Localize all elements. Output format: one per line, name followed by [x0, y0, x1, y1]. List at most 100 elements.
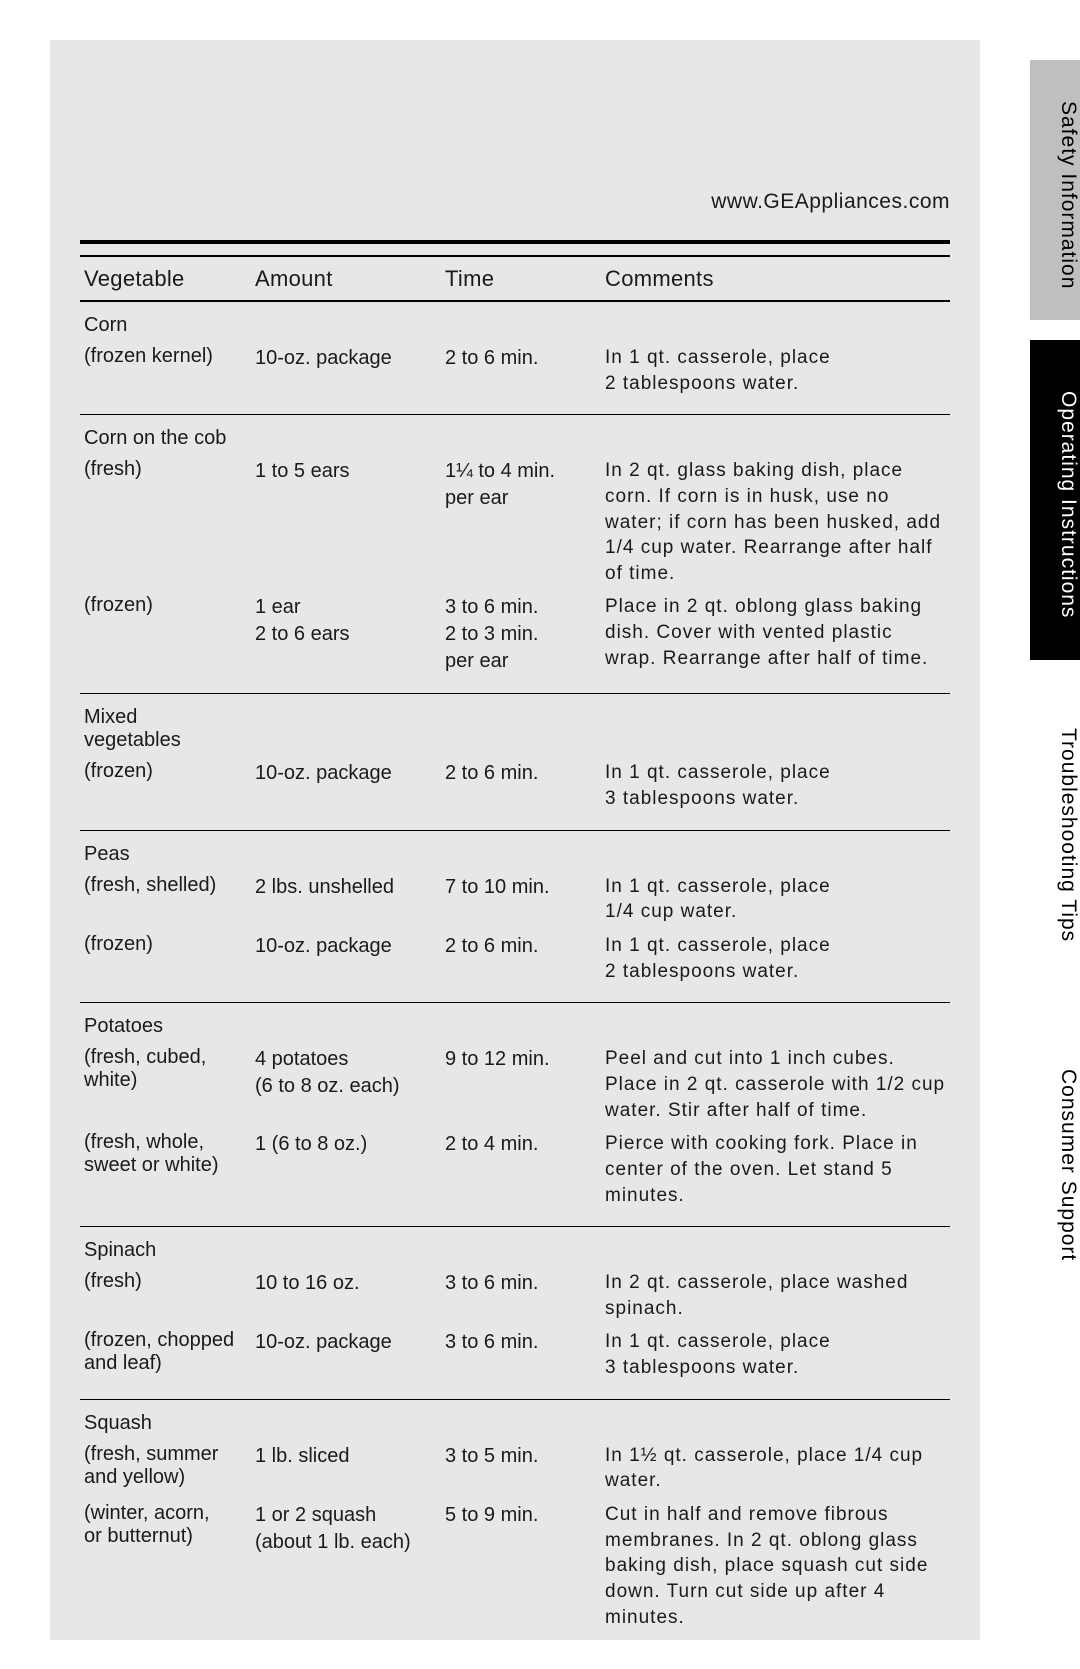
vegetable-name: Corn on the cob [80, 425, 255, 450]
table-row: (winter, acorn, or butternut)1 or 2 squa… [80, 1500, 950, 1636]
vegetable-name: Mixed vegetables [80, 704, 255, 752]
table-row: (fresh, summer and yellow)1 lb. sliced3 … [80, 1441, 950, 1500]
time-cell: 3 to 6 min. [445, 1270, 605, 1321]
tab-operating-instructions[interactable]: Operating Instructions [1030, 340, 1080, 660]
rule-thin [80, 255, 950, 257]
time-cell: 3 to 5 min. [445, 1443, 605, 1494]
time-cell: 5 to 9 min. [445, 1502, 605, 1630]
vegetable-variant: (fresh, cubed, white) [80, 1046, 255, 1123]
amount-cell: 10-oz. package [255, 933, 445, 984]
table-row: (fresh)1 to 5 ears1¼ to 4 min. per earIn… [80, 456, 950, 592]
amount-cell: 1 (6 to 8 oz.) [255, 1131, 445, 1208]
table-row: (frozen)10-oz. package2 to 6 min.In 1 qt… [80, 758, 950, 817]
comments-cell: In 1 qt. casserole, place 1/4 cup water. [605, 874, 950, 925]
vegetable-variant: (frozen kernel) [80, 345, 255, 396]
time-cell: 7 to 10 min. [445, 874, 605, 925]
comments-cell: Place in 2 qt. oblong glass baking dish.… [605, 594, 950, 675]
tab-label: Consumer Support [1056, 1020, 1080, 1300]
tab-consumer-support[interactable]: Consumer Support [1030, 1020, 1080, 1300]
table-row: Spinach [80, 1235, 950, 1268]
vegetable-variant: (frozen) [80, 933, 255, 984]
time-cell: 2 to 6 min. [445, 933, 605, 984]
col-header-comments: Comments [605, 266, 950, 292]
table-row: (fresh, whole, sweet or white)1 (6 to 8 … [80, 1129, 950, 1214]
rule-thick [80, 240, 950, 244]
vegetable-variant: (fresh) [80, 1270, 255, 1321]
vegetable-variant: (fresh, shelled) [80, 874, 255, 925]
amount-cell: 10-oz. package [255, 1329, 445, 1380]
tab-label: Troubleshooting Tips [1056, 680, 1080, 980]
tab-label: Operating Instructions [1056, 340, 1080, 660]
table-row: Potatoes [80, 1011, 950, 1044]
col-header-amount: Amount [255, 266, 445, 292]
table-header-row: Vegetable Amount Time Comments [80, 260, 950, 302]
vegetable-variant: (fresh, summer and yellow) [80, 1443, 255, 1494]
time-cell: 2 to 6 min. [445, 760, 605, 811]
time-cell: 2 to 4 min. [445, 1131, 605, 1208]
comments-cell: Cut in half and remove fibrous membranes… [605, 1502, 950, 1630]
table-row: Squash [80, 1408, 950, 1441]
table-row: (fresh, shelled)2 lbs. unshelled7 to 10 … [80, 872, 950, 931]
comments-cell: In 1½ qt. casserole, place 1/4 cup water… [605, 1443, 950, 1494]
amount-cell: 1 or 2 squash (about 1 lb. each) [255, 1502, 445, 1630]
vegetable-variant: (winter, acorn, or butternut) [80, 1502, 255, 1630]
amount-cell: 10-oz. package [255, 345, 445, 396]
table-row: Mixed vegetables [80, 702, 950, 758]
vegetable-name: Potatoes [80, 1013, 255, 1038]
amount-cell: 1 ear 2 to 6 ears [255, 594, 445, 675]
comments-cell: In 1 qt. casserole, place 2 tablespoons … [605, 345, 950, 396]
vegetable-variant: (fresh, whole, sweet or white) [80, 1131, 255, 1208]
table-row: Peas [80, 839, 950, 872]
time-cell: 1¼ to 4 min. per ear [445, 458, 605, 586]
vegetable-name: Spinach [80, 1237, 255, 1262]
page-body: www.GEAppliances.com Vegetable Amount Ti… [50, 40, 980, 1640]
table-row: Corn on the cob [80, 423, 950, 456]
time-cell: 3 to 6 min. [445, 1329, 605, 1380]
comments-cell: In 1 qt. casserole, place 2 tablespoons … [605, 933, 950, 984]
table-body: Corn(frozen kernel)10-oz. package2 to 6 … [80, 302, 950, 1648]
vegetable-variant: (frozen, chopped and leaf) [80, 1329, 255, 1380]
comments-cell: In 1 qt. casserole, place 3 tablespoons … [605, 760, 950, 811]
comments-cell: In 2 qt. casserole, place washed spinach… [605, 1270, 950, 1321]
tab-label: Safety Information [1056, 60, 1080, 320]
vegetable-variant: (fresh) [80, 458, 255, 586]
amount-cell: 4 potatoes (6 to 8 oz. each) [255, 1046, 445, 1123]
table-row: (fresh)10 to 16 oz.3 to 6 min.In 2 qt. c… [80, 1268, 950, 1327]
amount-cell: 10 to 16 oz. [255, 1270, 445, 1321]
col-header-time: Time [445, 266, 605, 292]
vegetable-name: Corn [80, 312, 255, 337]
table-group: Corn (frozen kernel)10-oz. package2 to 6 … [80, 302, 950, 415]
table-group: Spinach (fresh)10 to 16 oz.3 to 6 min.In … [80, 1227, 950, 1400]
comments-cell: In 2 qt. glass baking dish, place corn. … [605, 458, 950, 586]
col-header-vegetable: Vegetable [80, 266, 255, 292]
vegetable-name: Squash [80, 1410, 255, 1435]
table-row: (frozen)10-oz. package2 to 6 min.In 1 qt… [80, 931, 950, 990]
comments-cell: In 1 qt. casserole, place 3 tablespoons … [605, 1329, 950, 1380]
vegetable-variant: (frozen) [80, 760, 255, 811]
amount-cell: 1 to 5 ears [255, 458, 445, 586]
table-group: Squash (fresh, summer and yellow)1 lb. sl… [80, 1400, 950, 1648]
vegetable-name: Peas [80, 841, 255, 866]
table-row: (frozen)1 ear 2 to 6 ears3 to 6 min. 2 t… [80, 592, 950, 681]
table-row: (frozen kernel)10-oz. package2 to 6 min.… [80, 343, 950, 402]
time-cell: 9 to 12 min. [445, 1046, 605, 1123]
tab-troubleshooting-tips[interactable]: Troubleshooting Tips [1030, 680, 1080, 980]
amount-cell: 10-oz. package [255, 760, 445, 811]
time-cell: 2 to 6 min. [445, 345, 605, 396]
table-group: Potatoes (fresh, cubed, white)4 potatoes … [80, 1003, 950, 1227]
comments-cell: Pierce with cooking fork. Place in cente… [605, 1131, 950, 1208]
table-group: Corn on the cob (fresh)1 to 5 ears1¼ to 4… [80, 415, 950, 694]
time-cell: 3 to 6 min. 2 to 3 min. per ear [445, 594, 605, 675]
site-url: www.GEAppliances.com [711, 190, 950, 214]
table-group: Peas (fresh, shelled)2 lbs. unshelled7 to… [80, 831, 950, 1004]
amount-cell: 2 lbs. unshelled [255, 874, 445, 925]
table-row: (fresh, cubed, white)4 potatoes (6 to 8 … [80, 1044, 950, 1129]
table-row: Corn [80, 310, 950, 343]
comments-cell: Peel and cut into 1 inch cubes. Place in… [605, 1046, 950, 1123]
tab-safety-information[interactable]: Safety Information [1030, 60, 1080, 320]
side-tabs: Safety Information Operating Instruction… [1030, 0, 1080, 1669]
table-group: Mixed vegetables (frozen)10-oz. package2 … [80, 694, 950, 830]
vegetable-variant: (frozen) [80, 594, 255, 675]
cooking-table: Vegetable Amount Time Comments Corn (froz… [80, 260, 950, 1648]
amount-cell: 1 lb. sliced [255, 1443, 445, 1494]
